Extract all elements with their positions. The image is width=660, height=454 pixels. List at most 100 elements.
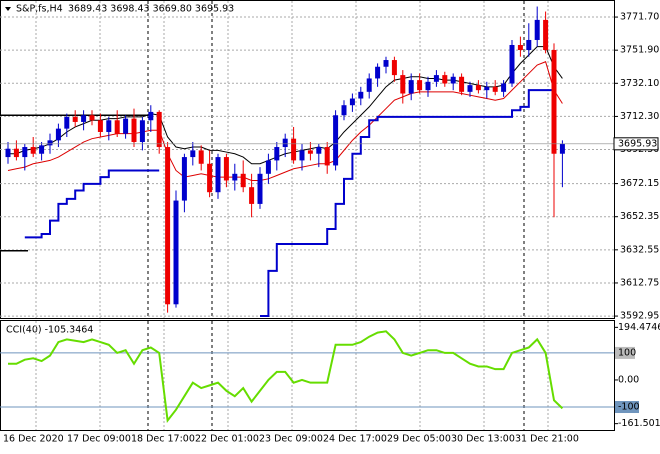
level-box — [615, 346, 635, 359]
candle-body — [408, 80, 414, 94]
candle-body — [114, 120, 120, 134]
candle-body — [341, 105, 347, 116]
candle-body — [492, 86, 498, 92]
candle-body — [299, 150, 305, 161]
candle-body — [30, 147, 36, 154]
candle-body — [181, 157, 187, 201]
candle-body — [173, 200, 179, 305]
candle-body — [156, 111, 162, 148]
cci-tick-label: -161.5014 — [618, 418, 660, 429]
candle-body — [433, 75, 439, 82]
candle-body — [324, 147, 330, 166]
candle-body — [517, 44, 523, 51]
candle-body — [190, 150, 196, 158]
y-tick-label: 3771.70 — [620, 12, 659, 23]
candle-body — [274, 147, 280, 161]
candle-body — [139, 120, 145, 143]
last-price-box — [613, 137, 659, 151]
candle-body — [257, 173, 263, 204]
candle-body — [207, 163, 213, 193]
candle-body — [559, 143, 565, 154]
candle-body — [349, 98, 355, 106]
candle-body — [39, 145, 45, 154]
y-tick-label: 3592.95 — [620, 311, 659, 322]
x-tick-label: 30 Dec 13:00 — [451, 434, 515, 445]
y-tick-label: 3732.10 — [620, 78, 659, 89]
candle-body — [5, 148, 11, 158]
candle-body — [249, 187, 255, 204]
y-tick-label: 3652.35 — [620, 211, 659, 222]
candle-body — [232, 173, 238, 181]
level-box — [615, 401, 639, 414]
x-tick-label: 17 Dec 09:00 — [67, 434, 131, 445]
candle-body — [106, 120, 112, 132]
x-tick-label: 16 Dec 2020 — [3, 434, 64, 445]
candle-body — [316, 147, 322, 154]
cci-line — [8, 330, 564, 424]
candle-body — [391, 60, 397, 76]
menu-arrow — [5, 7, 11, 11]
symbol: S&P,fs,H4 — [16, 4, 63, 15]
candle-body — [13, 148, 19, 158]
candle-body — [282, 138, 288, 148]
y-tick-label: 3751.90 — [620, 45, 659, 56]
candle-body — [291, 138, 297, 161]
candle-body — [543, 19, 549, 51]
candle-body — [97, 120, 103, 132]
candle-body — [484, 86, 490, 91]
candle-body — [375, 66, 381, 79]
y-tick-label: 3632.55 — [620, 244, 659, 255]
candle-body — [475, 85, 481, 91]
y-tick-label: 3612.75 — [620, 277, 659, 288]
x-tick-label: 29 Dec 05:00 — [387, 434, 451, 445]
candle-body — [55, 128, 61, 141]
candle-body — [417, 80, 423, 91]
x-tick-label: 23 Dec 09:00 — [259, 434, 323, 445]
cci-tick-label: -100 — [618, 402, 640, 413]
candle-body — [148, 111, 154, 121]
candle-body — [64, 116, 70, 129]
candle-body — [366, 78, 372, 92]
candle-body — [223, 157, 229, 181]
candle-body — [534, 19, 540, 40]
candle-body — [265, 160, 271, 174]
candle-body — [467, 85, 473, 92]
candle-body — [123, 118, 129, 134]
candle-body — [131, 118, 137, 143]
x-tick-label: 18 Dec 17:00 — [131, 434, 195, 445]
candle-body — [47, 140, 53, 146]
cci-label: CCI(40) -105.3464 — [6, 325, 93, 336]
y-tick-label: 3672.15 — [620, 178, 659, 189]
candle-body — [307, 150, 313, 154]
candle-body — [459, 76, 465, 92]
candle-body — [81, 115, 87, 122]
y-tick-label: 3712.30 — [620, 111, 659, 122]
candle-body — [425, 81, 431, 91]
candle-body — [240, 173, 246, 188]
candle-body — [551, 50, 557, 154]
quote: 3689.43 3698.43 3669.80 3695.93 — [68, 4, 234, 15]
cci-tick-label: 0.00 — [618, 374, 639, 385]
candle-body — [215, 157, 221, 193]
candle-body — [450, 76, 456, 84]
candle-body — [165, 147, 171, 305]
candle-body — [72, 116, 78, 122]
last-price-label: 3695.93 — [618, 138, 657, 149]
candle-body — [22, 147, 28, 158]
candle-body — [509, 44, 515, 84]
candle-body — [89, 115, 95, 121]
x-tick-label: 22 Dec 01:00 — [195, 434, 259, 445]
candle-body — [442, 75, 448, 84]
candle-body — [501, 83, 507, 92]
candle-body — [198, 150, 204, 164]
candle-body — [383, 60, 389, 67]
main-frame — [0, 0, 615, 319]
candle-body — [400, 75, 406, 94]
candle-body — [358, 91, 364, 99]
cci-tick-label: 194.4746 — [618, 322, 660, 333]
cci-tick-label: 100 — [618, 347, 636, 358]
candle-body — [526, 39, 532, 51]
x-tick-label: 24 Dec 17:00 — [323, 434, 387, 445]
candle-body — [333, 115, 339, 166]
